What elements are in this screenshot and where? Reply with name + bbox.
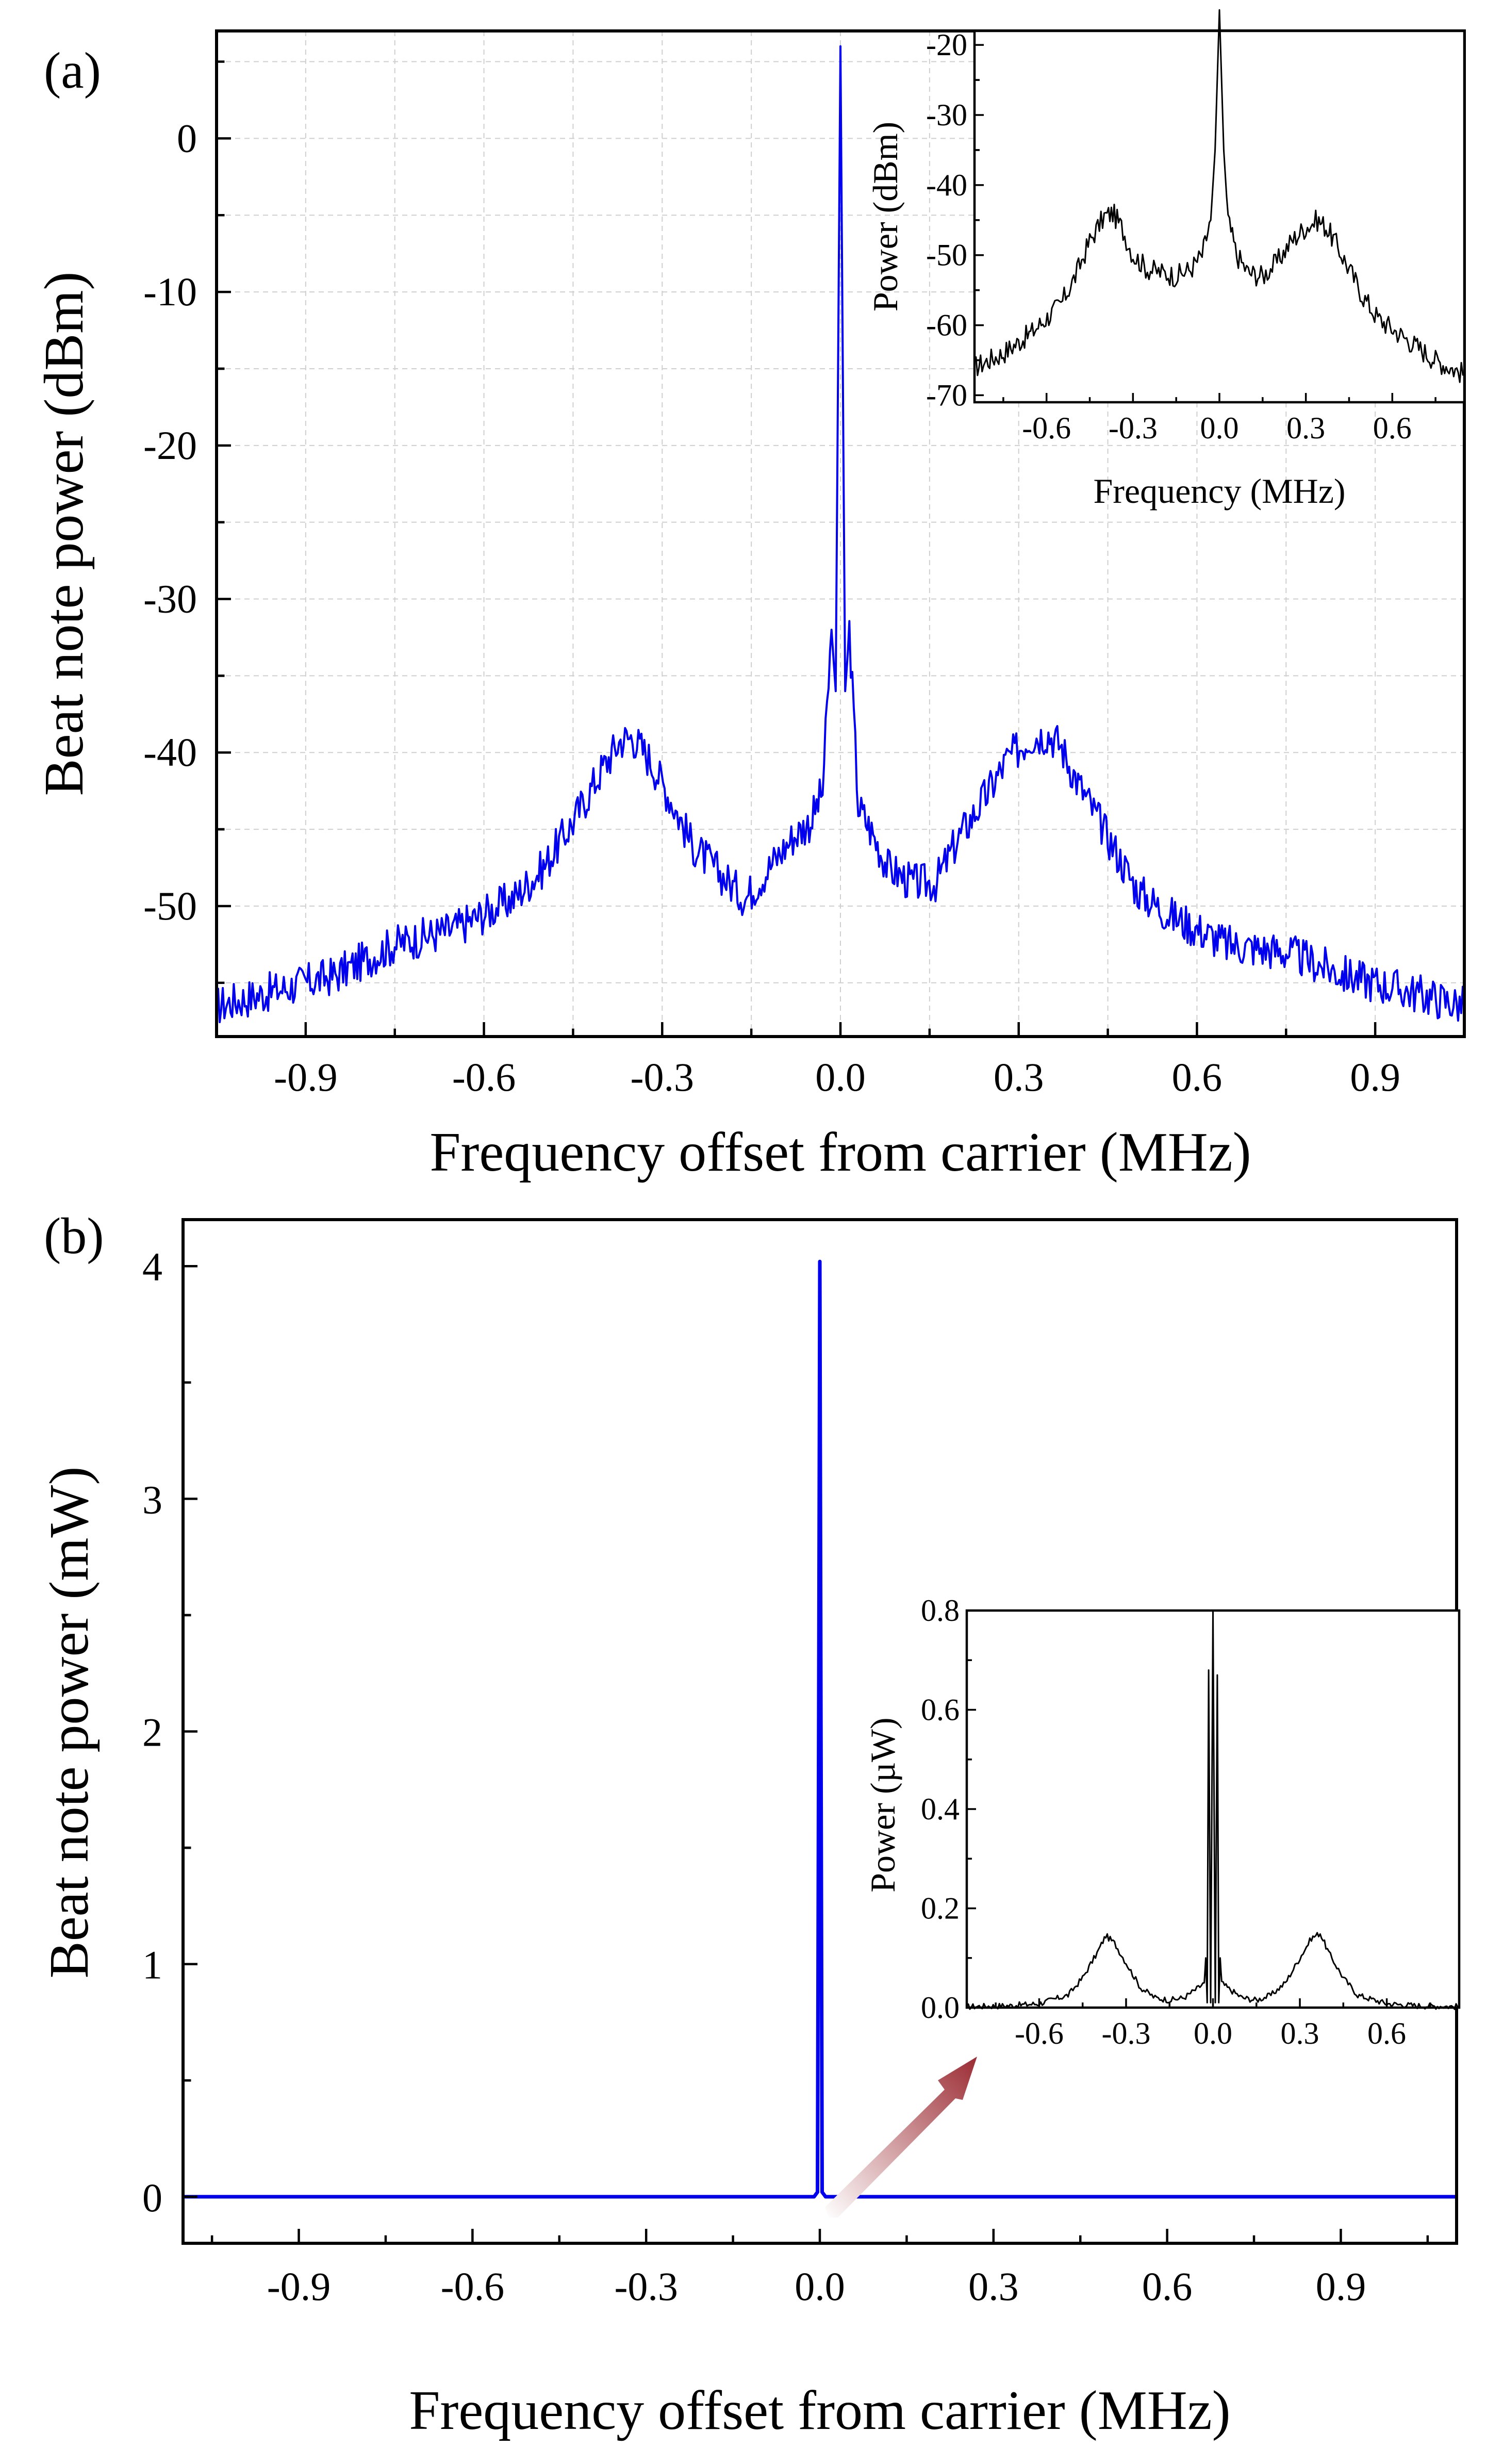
panel-b-inset-xtick-label: 0.6 — [1367, 2016, 1406, 2050]
zoom-arrow — [825, 2057, 977, 2217]
panel-b-inset-ytick-label: 0.2 — [921, 1892, 960, 1926]
panel-b-xtick-label: 0.0 — [795, 2264, 845, 2309]
panel-a-inset-xlabel: Frequency (MHz) — [1093, 471, 1345, 511]
panel-a-inset: -0.6 -0.3 0.0 0.3 0.6 -20 -30 -40 -50 -60 -70 Freq… — [866, 9, 1466, 511]
panel-a-xtick-label: 0.0 — [815, 1055, 866, 1099]
panel-a-ytick-label: -20 — [143, 423, 197, 468]
panel-a-ytick-label: 0 — [177, 116, 197, 160]
panel-a-line-0 — [216, 45, 1465, 1024]
panel-b-inset-ytick-label: 0.4 — [921, 1792, 960, 1826]
panel-a-axes: -0.9 -0.6 -0.3 0.0 0.3 0.6 0.9 0 -10 -20 -30 -40 -50 — [143, 60, 1400, 1099]
panel-a-inset-series — [973, 9, 1465, 383]
panel-b-ytick-label: 4 — [142, 1244, 162, 1289]
panel-a-inset-ytick-label: -40 — [926, 168, 967, 202]
panel-a-xtick-label: 0.9 — [1350, 1055, 1400, 1099]
panel-a-inset-ytick-label: -20 — [926, 28, 967, 62]
panel-b-ytick-label: 0 — [142, 2175, 162, 2220]
panel-b-line-0 — [183, 1259, 1457, 2199]
panel-a-xtick-label: -0.6 — [452, 1055, 516, 1099]
panel-a-ylabel: Beat note power (dBm) — [34, 272, 95, 796]
panel-b-inset-xtick-label: 0.3 — [1281, 2016, 1319, 2050]
panel-b-ytick-label: 3 — [142, 1477, 162, 1522]
panel-a-inset-ytick-label: -70 — [926, 378, 967, 412]
panel-b-xtick-label: 0.9 — [1316, 2264, 1366, 2309]
panel-a-inset-line-0 — [973, 9, 1465, 383]
panel-b-inset-ytick-label: 0.6 — [921, 1693, 960, 1727]
panel-a: (a) -0.9 -0.6 -0.3 0.0 0.3 0.6 0.9 0 -10 -20 -30 -4… — [34, 9, 1466, 1183]
panel-b-inset-ytick-label: 0.0 — [921, 1991, 960, 2025]
panel-b-inset-xtick-label: -0.3 — [1101, 2016, 1150, 2050]
panel-a-inset-ylabel: Power (dBm) — [866, 122, 905, 311]
panel-a-xtick-label: 0.6 — [1172, 1055, 1223, 1099]
panel-b-ytick-label: 1 — [142, 1943, 162, 1987]
panel-a-ytick-label: -30 — [143, 577, 197, 621]
panel-a-xtick-label: 0.3 — [994, 1055, 1044, 1099]
panel-b-inset: -0.6 -0.3 0.0 0.3 0.6 0.0 0.2 0.4 0.6 0.8 Power (… — [863, 1594, 1461, 2050]
panel-a-ytick-label: -10 — [143, 269, 197, 314]
panel-a-xtick-label: -0.3 — [631, 1055, 694, 1099]
panel-a-inset-ytick-label: -50 — [926, 238, 967, 272]
panel-a-inset-xtick-label: 0.3 — [1286, 411, 1325, 445]
panel-b-xtick-label: 0.3 — [968, 2264, 1019, 2309]
panel-a-inset-xtick-label: -0.3 — [1109, 411, 1158, 445]
panel-a-inset-xtick-label: -0.6 — [1022, 411, 1071, 445]
panel-a-ytick-label: -40 — [143, 730, 197, 775]
panel-a-inset-ytick-label: -30 — [926, 98, 967, 132]
panel-b-inset-ytick-label: 0.8 — [921, 1594, 960, 1628]
panel-a-inset-ytick-label: -60 — [926, 308, 967, 342]
panel-b-inset-ylabel: Power (µW) — [863, 1717, 902, 1892]
panel-a-label: (a) — [44, 42, 101, 99]
panel-b-inset-xtick-label: -0.6 — [1015, 2016, 1064, 2050]
panel-a-xtick-label: -0.9 — [274, 1055, 337, 1099]
panel-a-ytick-label: -50 — [143, 883, 197, 928]
panel-a-inset-background — [975, 31, 1464, 402]
panel-a-inset-xtick-label: 0.6 — [1373, 411, 1412, 445]
panel-b-label: (b) — [44, 1207, 104, 1264]
panel-b-series — [183, 1259, 1457, 2199]
panel-b-xlabel: Frequency offset from carrier (MHz) — [409, 2380, 1230, 2441]
panel-b-xtick-label: -0.6 — [441, 2264, 504, 2309]
panel-b-xtick-label: 0.6 — [1142, 2264, 1193, 2309]
panel-a-series — [216, 45, 1465, 1024]
panel-b-xtick-label: -0.3 — [614, 2264, 678, 2309]
panel-b-inset-xtick-label: 0.0 — [1194, 2016, 1232, 2050]
panel-b-ylabel: Beat note power (mW) — [39, 1467, 100, 1979]
panel-a-inset-axes: -0.6 -0.3 0.0 0.3 0.6 -20 -30 -40 -50 -60 -70 — [926, 28, 1436, 445]
panel-b-ytick-label: 2 — [142, 1710, 162, 1755]
panel-a-xlabel: Frequency offset from carrier (MHz) — [430, 1122, 1251, 1183]
panel-b-axes: -0.9 -0.6 -0.3 0.0 0.3 0.6 0.9 0 1 2 3 4 — [142, 1244, 1429, 2309]
panel-b-inset-axes: -0.6 -0.3 0.0 0.3 0.6 0.0 0.2 0.4 0.6 0.8 — [921, 1594, 1431, 2050]
panel-a-inset-xtick-label: 0.0 — [1200, 411, 1239, 445]
panel-b: (b) -0.9 -0.6 -0.3 0.0 0.3 0.6 0.9 0 1 2 3 4 Freque… — [39, 1207, 1461, 2441]
panel-b-xtick-label: -0.9 — [267, 2264, 331, 2309]
